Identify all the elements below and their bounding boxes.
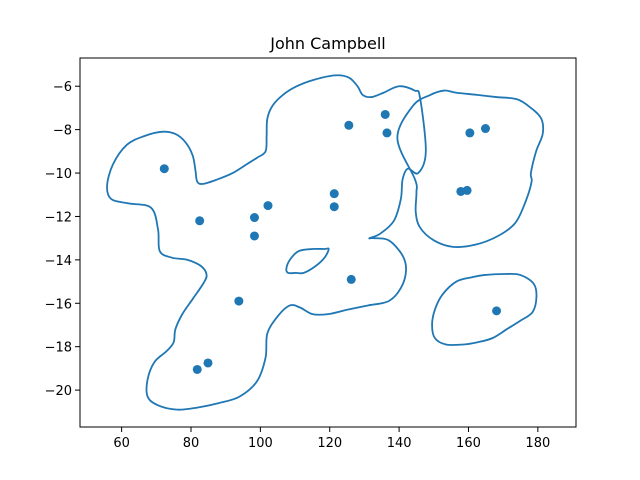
x-tick-label: 100 <box>248 436 273 451</box>
x-tick-label: 120 <box>317 436 342 451</box>
data-point-11 <box>382 128 392 138</box>
contour-line-2 <box>396 89 545 248</box>
contour-line-3 <box>285 247 330 275</box>
y-tick-label: −14 <box>45 254 72 269</box>
contour-line-1 <box>106 74 427 411</box>
y-tick-label: −20 <box>45 384 72 399</box>
contour-group <box>106 74 545 411</box>
data-point-16 <box>480 124 490 134</box>
point-group <box>159 109 502 374</box>
x-tick-label: 160 <box>456 436 481 451</box>
plot-frame <box>79 57 577 428</box>
data-point-8 <box>203 358 213 368</box>
data-point-18 <box>462 185 472 195</box>
y-tick-label: −8 <box>53 124 72 139</box>
y-tick-label: −6 <box>53 80 72 95</box>
x-tick-label: 180 <box>525 436 550 451</box>
y-tick-label: −18 <box>45 341 72 356</box>
data-point-15 <box>465 128 475 138</box>
data-point-10 <box>380 109 390 119</box>
y-tick-label: −12 <box>45 210 72 225</box>
data-point-5 <box>249 231 259 241</box>
y-axis: −6 −8 −10 −12 −14 −16 −18 −20 <box>45 80 80 399</box>
data-point-9 <box>344 120 354 130</box>
chart-title: John Campbell <box>269 34 385 53</box>
data-point-14 <box>346 274 356 284</box>
data-point-7 <box>192 364 202 374</box>
x-tick-label: 140 <box>387 436 412 451</box>
data-point-1 <box>159 164 169 174</box>
x-axis: 60 80 100 120 140 160 180 <box>113 427 550 451</box>
y-tick-label: −16 <box>45 297 72 312</box>
data-point-6 <box>234 296 244 306</box>
data-point-3 <box>249 213 259 223</box>
x-tick-label: 80 <box>183 436 200 451</box>
contour-line-4 <box>431 272 538 346</box>
data-point-2 <box>195 216 205 226</box>
x-tick-label: 60 <box>113 436 130 451</box>
data-point-12 <box>329 189 339 199</box>
y-tick-label: −10 <box>45 167 72 182</box>
data-point-13 <box>329 202 339 212</box>
data-point-19 <box>492 306 502 316</box>
data-point-4 <box>263 201 273 211</box>
